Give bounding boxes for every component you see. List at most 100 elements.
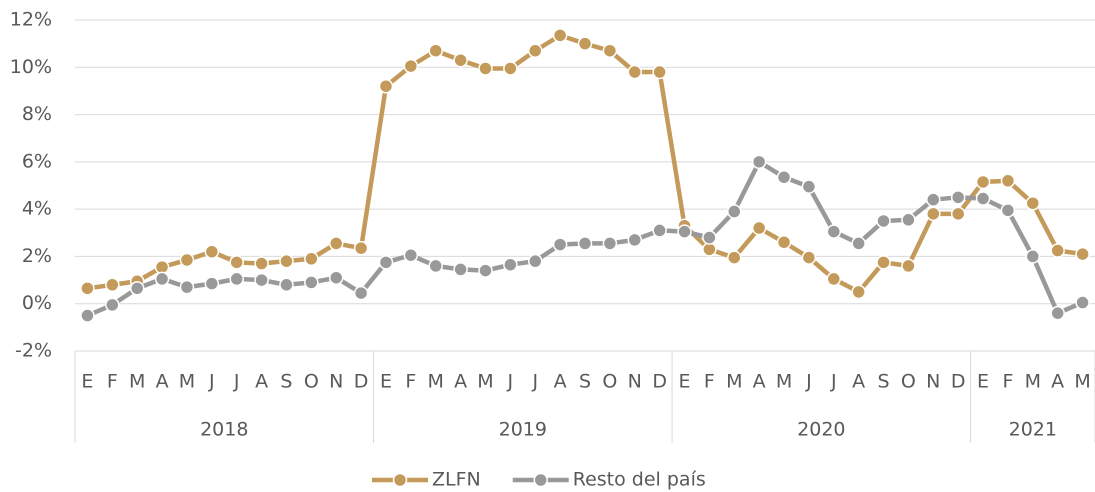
- data-point: [527, 253, 543, 269]
- data-point: [428, 258, 443, 274]
- legend-marker: [533, 472, 548, 488]
- x-tick-label: A: [753, 371, 766, 393]
- data-point: [901, 258, 916, 274]
- x-tick-label: M: [1025, 371, 1041, 393]
- data-point: [851, 236, 866, 251]
- data-point: [105, 297, 120, 313]
- x-tick-label: M: [129, 371, 145, 393]
- data-point: [1000, 203, 1016, 218]
- x-tick-label: N: [926, 371, 940, 393]
- x-tick-label: E: [679, 371, 691, 393]
- data-point: [154, 259, 170, 275]
- x-tick-label: M: [1074, 371, 1090, 393]
- data-point: [776, 234, 792, 250]
- data-point: [975, 191, 991, 206]
- data-point: [702, 230, 717, 245]
- group-label: 2021: [1009, 419, 1057, 441]
- data-point: [1050, 305, 1065, 321]
- data-point: [776, 169, 792, 185]
- x-tick-label: O: [602, 371, 617, 393]
- x-tick-label: J: [805, 371, 812, 393]
- x-tick-label: M: [179, 371, 195, 393]
- data-point: [328, 236, 344, 251]
- data-point: [403, 58, 419, 74]
- y-tick-label: -2%: [15, 340, 52, 362]
- data-point: [801, 179, 817, 194]
- data-point: [1075, 295, 1090, 310]
- x-tick-label: O: [304, 371, 319, 393]
- data-point: [304, 251, 319, 267]
- data-point: [876, 255, 891, 270]
- x-tick-label: M: [428, 371, 444, 393]
- data-point: [378, 255, 394, 270]
- data-point: [353, 240, 369, 256]
- x-tick-label: J: [830, 371, 837, 393]
- data-point: [503, 61, 518, 76]
- data-point: [1025, 249, 1041, 264]
- x-tick-label: N: [628, 371, 642, 393]
- data-point: [279, 253, 294, 269]
- data-point: [179, 279, 195, 295]
- data-point: [901, 212, 916, 228]
- data-point: [503, 257, 518, 272]
- x-tick-label: A: [156, 371, 169, 393]
- legend-label: Resto del país: [573, 469, 706, 491]
- y-tick-label: 0%: [22, 292, 52, 314]
- data-point: [478, 263, 493, 278]
- data-point: [652, 223, 667, 238]
- x-tick-label: S: [280, 371, 292, 393]
- x-tick-label: F: [1002, 371, 1013, 393]
- data-point: [453, 52, 468, 68]
- data-point: [552, 28, 568, 43]
- data-point: [975, 174, 991, 190]
- data-point: [926, 192, 941, 207]
- group-label: 2018: [200, 419, 248, 441]
- data-point: [129, 281, 145, 296]
- data-point: [1050, 243, 1065, 258]
- data-point: [80, 281, 95, 296]
- x-tick-label: S: [878, 371, 890, 393]
- data-point: [751, 154, 767, 170]
- x-tick-label: A: [852, 371, 865, 393]
- data-point: [453, 262, 468, 277]
- x-tick-label: A: [454, 371, 467, 393]
- data-point: [577, 236, 593, 251]
- data-point: [403, 247, 419, 263]
- data-point: [727, 204, 742, 219]
- data-point: [552, 237, 568, 252]
- legend-marker: [392, 472, 408, 488]
- data-point: [751, 220, 767, 236]
- data-point: [950, 206, 966, 222]
- x-tick-label: E: [81, 371, 93, 393]
- data-point: [826, 224, 842, 239]
- data-point: [80, 308, 95, 323]
- data-point: [627, 232, 643, 248]
- x-tick-label: D: [652, 371, 667, 393]
- x-tick-label: A: [255, 371, 268, 393]
- data-point: [229, 271, 244, 287]
- data-point: [727, 250, 742, 265]
- data-point: [353, 285, 369, 301]
- x-tick-label: A: [554, 371, 567, 393]
- data-point: [229, 255, 244, 270]
- legend-label: ZLFN: [432, 469, 481, 491]
- x-tick-label: E: [977, 371, 989, 393]
- data-point: [1075, 246, 1090, 262]
- x-tick-label: J: [208, 371, 215, 393]
- x-tick-label: J: [531, 371, 538, 393]
- data-point: [154, 271, 170, 287]
- data-point: [826, 271, 842, 287]
- x-tick-label: M: [477, 371, 493, 393]
- data-point: [478, 61, 493, 76]
- x-tick-label: D: [354, 371, 369, 393]
- data-point: [204, 276, 220, 291]
- y-tick-label: 12%: [10, 9, 52, 31]
- data-point: [950, 190, 966, 205]
- data-point: [851, 284, 866, 300]
- x-tick-label: F: [107, 371, 118, 393]
- data-point: [204, 244, 220, 259]
- data-point: [702, 242, 717, 257]
- data-point: [179, 252, 195, 268]
- y-tick-label: 4%: [22, 198, 52, 220]
- x-tick-label: M: [726, 371, 742, 393]
